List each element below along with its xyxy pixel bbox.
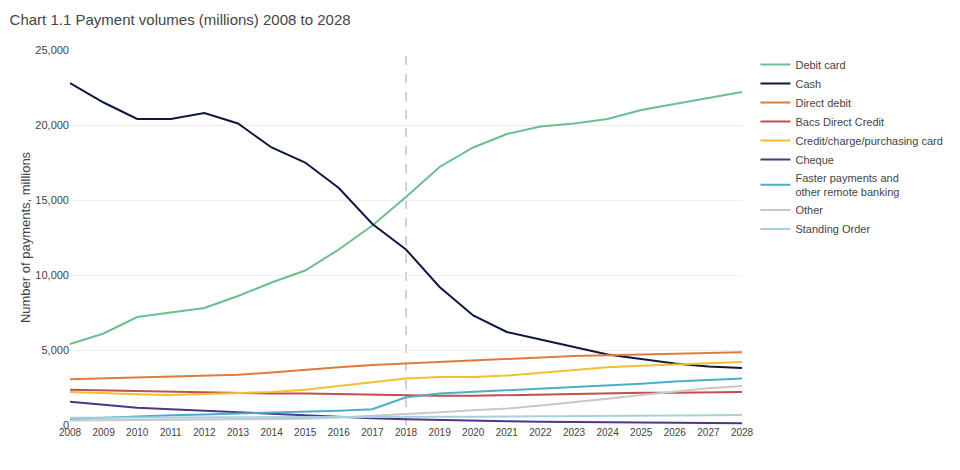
svg-text:2027: 2027 — [697, 427, 720, 438]
svg-text:2011: 2011 — [160, 427, 182, 438]
svg-text:10,000: 10,000 — [35, 269, 69, 281]
svg-text:Cash: Cash — [795, 78, 821, 90]
svg-text:2023: 2023 — [563, 427, 586, 438]
svg-text:Number of payments, millions: Number of payments, millions — [18, 151, 33, 323]
svg-text:2010: 2010 — [126, 427, 149, 438]
svg-text:Debit card: Debit card — [795, 59, 845, 71]
svg-text:Direct debit: Direct debit — [795, 97, 851, 109]
svg-text:Chart 1.1 Payment volumes (mil: Chart 1.1 Payment volumes (millions) 200… — [10, 11, 351, 28]
svg-text:15,000: 15,000 — [35, 194, 69, 206]
svg-text:2024: 2024 — [596, 427, 619, 438]
svg-text:20,000: 20,000 — [35, 119, 69, 131]
svg-text:2012: 2012 — [193, 427, 216, 438]
svg-text:Bacs Direct Credit: Bacs Direct Credit — [795, 116, 884, 128]
svg-text:2025: 2025 — [630, 427, 653, 438]
svg-text:2015: 2015 — [294, 427, 317, 438]
svg-text:2019: 2019 — [428, 427, 451, 438]
svg-text:2018: 2018 — [395, 427, 418, 438]
svg-text:2022: 2022 — [529, 427, 552, 438]
svg-text:2014: 2014 — [260, 427, 283, 438]
svg-text:Faster payments andother remot: Faster payments andother remote banking — [795, 172, 899, 198]
svg-text:2008: 2008 — [59, 427, 82, 438]
svg-text:2009: 2009 — [92, 427, 115, 438]
svg-text:0: 0 — [63, 419, 69, 431]
svg-text:2026: 2026 — [664, 427, 687, 438]
svg-text:Other: Other — [795, 204, 823, 216]
svg-text:Credit/charge/purchasing card: Credit/charge/purchasing card — [795, 135, 942, 147]
svg-text:Standing Order: Standing Order — [795, 223, 870, 235]
svg-text:2016: 2016 — [328, 427, 351, 438]
svg-text:2017: 2017 — [361, 427, 384, 438]
svg-text:2020: 2020 — [462, 427, 485, 438]
svg-text:2013: 2013 — [227, 427, 250, 438]
svg-text:Cheque: Cheque — [795, 154, 834, 166]
svg-text:2021: 2021 — [496, 427, 519, 438]
svg-text:25,000: 25,000 — [35, 44, 69, 56]
svg-text:2028: 2028 — [731, 427, 754, 438]
svg-text:5,000: 5,000 — [41, 344, 69, 356]
